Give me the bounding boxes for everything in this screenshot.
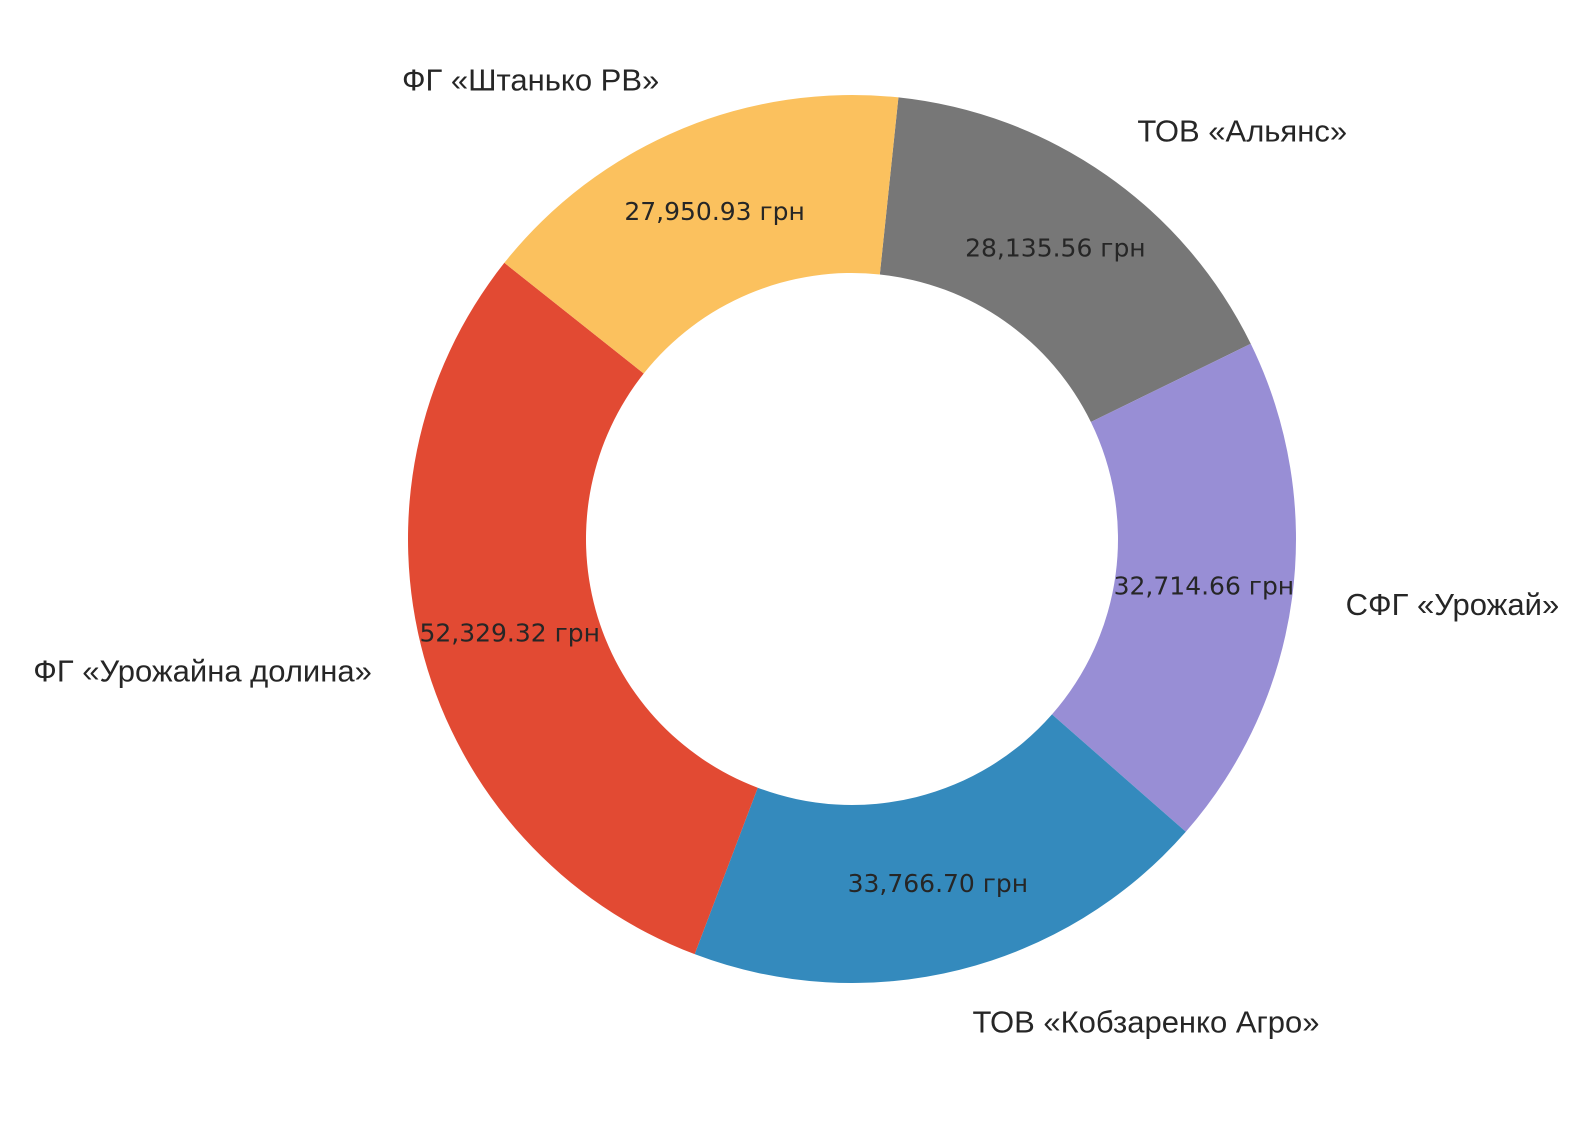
slice-category-label-4: ФГ «Урожайна долина» — [33, 654, 372, 689]
slice-value-label-4: 52,329.32 грн — [419, 619, 600, 648]
slice-category-label-3: ТОВ «Кобзаренко Агро» — [972, 1005, 1319, 1040]
donut-slices — [408, 94, 1296, 983]
slice-category-label-1: ТОВ «Альянс» — [1137, 113, 1347, 148]
donut-slice-5 — [504, 94, 899, 374]
slice-category-label-5: ФГ «Штанько РВ» — [402, 62, 659, 97]
donut-slice-1 — [879, 97, 1251, 423]
donut-slice-2 — [1051, 343, 1296, 832]
slice-value-label-1: 28,135.56 грн — [965, 234, 1146, 263]
slice-category-label-2: СФГ «Урожай» — [1346, 587, 1560, 622]
donut-slice-4 — [408, 262, 758, 955]
slice-labels: ТОВ «Альянс» СФГ «Урожай» ТОВ «Кобзаренко … — [33, 62, 1559, 1039]
donut-slice-3 — [694, 714, 1186, 983]
slice-value-label-3: 33,766.70 грн — [848, 869, 1029, 898]
slice-value-label-5: 27,950.93 грн — [624, 197, 805, 226]
slice-value-label-2: 32,714.66 грн — [1114, 571, 1295, 600]
value-labels: 28,135.56 грн 32,714.66 грн 33,766.70 грн 5… — [419, 197, 1294, 898]
